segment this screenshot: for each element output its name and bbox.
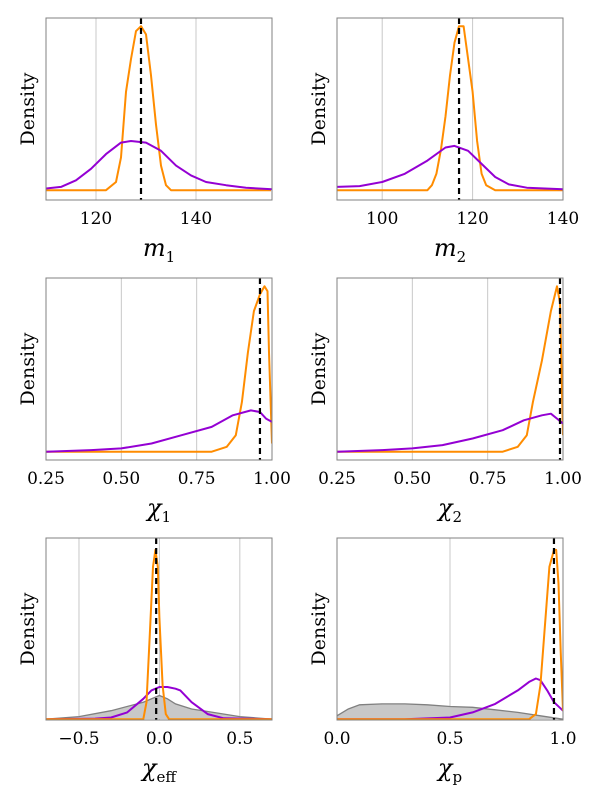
- x-tick-label: −0.5: [58, 729, 99, 749]
- plot-area: [337, 18, 563, 200]
- x-axis-label: χp: [436, 754, 462, 786]
- x-axis-label-symbol: m: [143, 234, 166, 262]
- x-axis-label-symbol: χ: [145, 494, 163, 522]
- x-tick-label: 1.00: [544, 469, 582, 489]
- density-line: [46, 409, 272, 453]
- plot-area: [337, 278, 563, 460]
- x-tick-label: 0.75: [178, 469, 216, 489]
- x-tick-label: 0.0: [323, 729, 350, 749]
- x-tick-label: 0.75: [469, 469, 507, 489]
- x-tick-label: 0.50: [393, 469, 431, 489]
- panel-3: 0.25 0.50 0.75 1.00 Density χ1: [17, 277, 291, 526]
- x-tick-label: 1.00: [253, 469, 291, 489]
- plot-area: [337, 538, 563, 720]
- panel-1: 120 140 Density m1: [17, 17, 273, 266]
- x-tick-label: 0.25: [318, 469, 356, 489]
- y-axis-label: Density: [17, 72, 39, 145]
- density-line: [46, 285, 272, 453]
- panel-6: 0.0 0.5 1.0 Density χp: [308, 537, 577, 786]
- x-tick-label: 0.25: [27, 469, 65, 489]
- plot-area: [46, 18, 272, 200]
- density-line: [337, 548, 563, 720]
- x-tick-label: 0.50: [102, 469, 140, 489]
- x-tick-label: 0.5: [226, 729, 253, 749]
- panel-5: −0.5 0.0 0.5 Density χeff: [17, 537, 273, 786]
- panel-4: 0.25 0.50 0.75 1.00 Density χ2: [308, 277, 582, 526]
- y-axis-label: Density: [17, 592, 39, 665]
- x-axis-label-symbol: χ: [436, 754, 454, 782]
- x-tick-label: 120: [80, 209, 112, 229]
- axes-frame: [45, 537, 273, 721]
- x-axis-label: m1: [143, 234, 175, 266]
- prior-line: [46, 694, 272, 720]
- axes-frame: [336, 17, 564, 201]
- x-axis-label-symbol: χ: [140, 754, 158, 782]
- density-line: [337, 285, 563, 453]
- axes-frame: [336, 277, 564, 461]
- panel-2: 100 120 140 Density m2: [308, 17, 579, 266]
- axes-frame: [45, 277, 273, 461]
- y-axis-label: Density: [308, 592, 330, 665]
- x-tick-label: 0.0: [146, 729, 173, 749]
- x-tick-label: 140: [180, 209, 212, 229]
- x-tick-label: 100: [366, 209, 398, 229]
- y-axis-label: Density: [308, 72, 330, 145]
- x-axis-label-subscript: p: [452, 768, 462, 786]
- x-axis-label: χ1: [145, 494, 171, 526]
- prior-area: [46, 695, 272, 720]
- x-axis-label: χ2: [436, 494, 462, 526]
- plot-area: [46, 278, 272, 460]
- x-tick-label: 120: [456, 209, 488, 229]
- density-line: [337, 144, 563, 191]
- y-axis-label: Density: [17, 332, 39, 405]
- axes-frame: [45, 17, 273, 201]
- density-line: [46, 140, 272, 191]
- x-tick-label: 1.0: [549, 729, 576, 749]
- x-axis-label: m2: [434, 234, 466, 266]
- prior-line: [337, 703, 563, 720]
- x-axis-label-symbol: m: [434, 234, 457, 262]
- x-axis-label: χeff: [140, 754, 177, 786]
- y-axis-label: Density: [308, 332, 330, 405]
- density-line: [337, 25, 563, 192]
- x-axis-label-subscript: 1: [166, 248, 176, 266]
- density-line: [46, 25, 271, 192]
- density-line: [337, 677, 563, 720]
- x-axis-label-subscript: 1: [162, 508, 172, 526]
- plot-area: [46, 538, 272, 720]
- x-axis-label-subscript: eff: [157, 768, 178, 786]
- x-axis-label-subscript: 2: [457, 248, 467, 266]
- x-tick-label: 0.5: [436, 729, 463, 749]
- x-axis-label-subscript: 2: [453, 508, 463, 526]
- x-tick-label: 140: [547, 209, 579, 229]
- x-axis-label-symbol: χ: [436, 494, 454, 522]
- density-line: [337, 412, 563, 453]
- axes-frame: [336, 537, 564, 721]
- prior-area: [337, 703, 563, 720]
